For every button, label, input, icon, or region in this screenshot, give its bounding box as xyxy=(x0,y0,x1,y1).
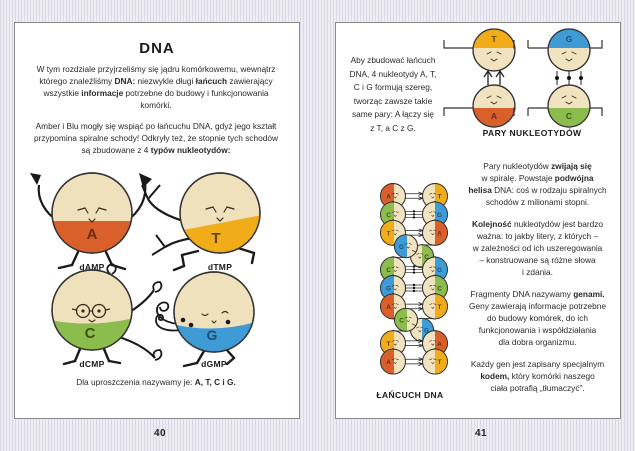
svg-text:A: A xyxy=(437,341,442,348)
svg-text:T: T xyxy=(211,230,220,247)
svg-text:G: G xyxy=(386,286,391,293)
svg-text:C: C xyxy=(85,325,96,342)
svg-text:C: C xyxy=(386,212,391,219)
svg-text:G: G xyxy=(437,212,442,219)
svg-text:G: G xyxy=(437,267,442,274)
svg-text:T: T xyxy=(491,34,497,44)
svg-text:A: A xyxy=(386,194,391,201)
svg-text:A: A xyxy=(491,111,497,121)
svg-text:G: G xyxy=(399,244,404,251)
svg-text:T: T xyxy=(438,359,442,366)
svg-text:A: A xyxy=(386,304,391,311)
svg-text:C: C xyxy=(566,111,572,121)
svg-text:T: T xyxy=(387,230,391,237)
svg-text:T: T xyxy=(438,304,442,311)
svg-text:C: C xyxy=(386,267,391,274)
svg-text:T: T xyxy=(438,194,442,201)
svg-text:A: A xyxy=(437,230,442,237)
svg-text:T: T xyxy=(387,341,391,348)
svg-text:G: G xyxy=(566,34,573,44)
svg-text:A: A xyxy=(87,226,98,243)
svg-text:C: C xyxy=(399,317,404,324)
svg-text:C: C xyxy=(437,286,442,293)
svg-text:A: A xyxy=(386,359,391,366)
svg-text:G: G xyxy=(207,327,218,343)
